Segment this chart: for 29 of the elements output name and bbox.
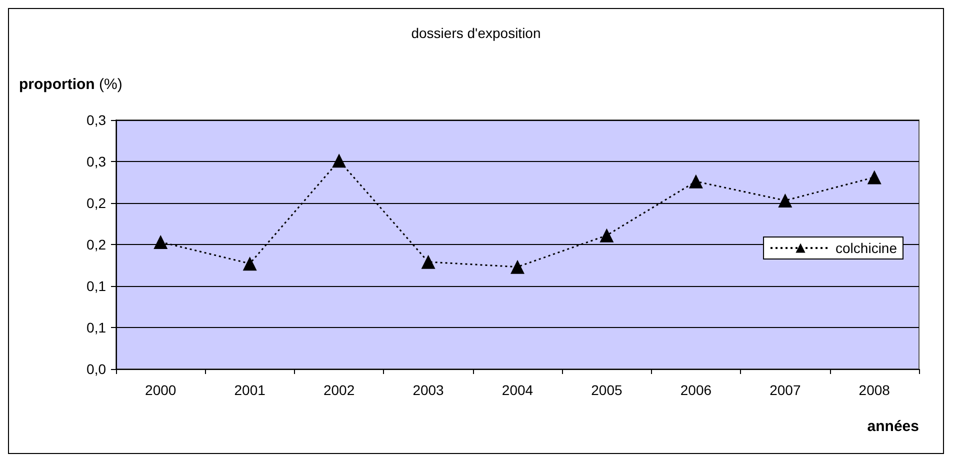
x-tick-label: 2004 bbox=[502, 382, 534, 398]
y-axis-title: proportion (%) bbox=[19, 76, 122, 93]
x-tick-label: 2003 bbox=[412, 382, 444, 398]
point bbox=[332, 154, 346, 168]
x-tick-label: 2002 bbox=[323, 382, 355, 398]
point bbox=[154, 235, 168, 250]
y-tick-label: 0,2 bbox=[86, 195, 106, 211]
point bbox=[688, 174, 703, 188]
y-tick-label: 0,1 bbox=[86, 278, 106, 294]
legend-label: colchicine bbox=[836, 240, 898, 256]
y-tick-label: 0,3 bbox=[86, 154, 106, 170]
x-axis-title: années bbox=[867, 418, 919, 435]
point bbox=[242, 256, 257, 271]
point bbox=[421, 254, 436, 269]
point bbox=[510, 260, 524, 274]
x-tick-label: 2007 bbox=[770, 382, 801, 398]
x-tick-label: 2006 bbox=[680, 382, 712, 398]
point bbox=[600, 228, 614, 242]
chart-title: dossiers d'exposition bbox=[411, 25, 541, 41]
x-tick-label: 2008 bbox=[858, 382, 890, 398]
y-tick-label: 0,1 bbox=[86, 320, 106, 336]
y-tick-label: 0,2 bbox=[86, 236, 106, 252]
y-tick-label: 0,3 bbox=[86, 112, 106, 128]
y-tick-label: 0,0 bbox=[86, 361, 106, 377]
point bbox=[867, 170, 882, 184]
point bbox=[778, 194, 792, 208]
x-tick-label: 2005 bbox=[591, 382, 623, 398]
x-tick-label: 2000 bbox=[145, 382, 176, 398]
x-tick-label: 2001 bbox=[234, 382, 266, 398]
